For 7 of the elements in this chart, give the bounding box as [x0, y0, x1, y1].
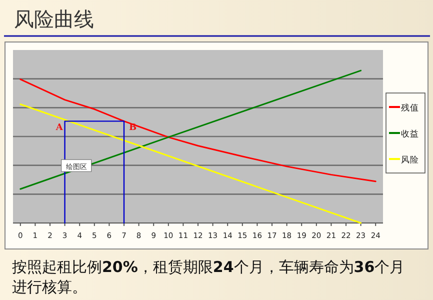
legend-label: 风险: [401, 154, 419, 166]
legend-label: 残值: [401, 102, 419, 114]
annotation: A: [54, 123, 64, 134]
annotation: B: [129, 123, 137, 134]
text: 按照起租比例20%，租赁期限24个月，车辆寿命为36个月进行核算。: [12, 258, 405, 296]
chart-title: 风险曲线: [14, 7, 94, 31]
legend-label: 收益: [401, 128, 419, 140]
